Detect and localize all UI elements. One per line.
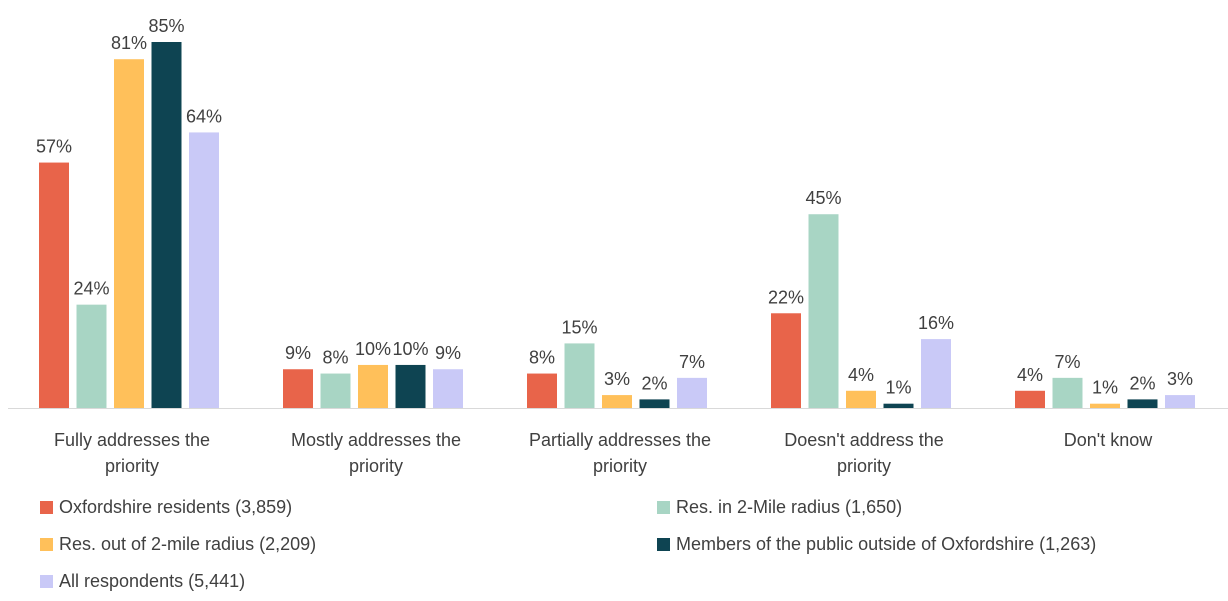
bar-value-label: 15% (561, 317, 597, 337)
legend-swatch (40, 501, 53, 514)
bar-value-label: 7% (1054, 352, 1080, 372)
bar-value-label: 57% (36, 137, 72, 157)
bar (358, 364, 388, 408)
bar (433, 369, 463, 408)
bar-value-label: 8% (529, 348, 555, 368)
bar-value-label: 16% (918, 313, 954, 333)
bar (114, 59, 144, 408)
bar (771, 313, 801, 408)
bar-value-label: 3% (1167, 369, 1193, 389)
bar (283, 369, 313, 408)
bar-value-label: 2% (1129, 373, 1155, 393)
bar (1052, 377, 1083, 408)
bar-value-label: 4% (1017, 365, 1043, 385)
bar (189, 132, 219, 408)
bar (639, 399, 670, 408)
bar-value-label: 8% (322, 348, 348, 368)
bar-value-label: 7% (679, 352, 705, 372)
bar (883, 403, 914, 408)
bar-value-label: 24% (73, 279, 109, 299)
bar-value-label: 81% (111, 33, 147, 53)
category-label: Partially addresses the priority (529, 430, 711, 476)
bar (1165, 395, 1195, 408)
category-label: Don't know (1064, 430, 1153, 450)
legend-label: All respondents (5,441) (59, 571, 245, 591)
legend-swatch (657, 538, 670, 551)
bar-value-label: 2% (641, 373, 667, 393)
bar (808, 214, 839, 408)
bar-value-label: 1% (1092, 378, 1118, 398)
bar-value-label: 85% (148, 16, 184, 36)
legend-item: All respondents (5,441) (40, 571, 245, 591)
bar-value-label: 9% (435, 343, 461, 363)
bar-value-label: 10% (355, 339, 391, 359)
bar-value-label: 22% (768, 287, 804, 307)
bar-value-label: 1% (885, 378, 911, 398)
bar-value-label: 4% (848, 365, 874, 385)
bar (39, 162, 69, 408)
legend-item: Res. in 2-Mile radius (1,650) (657, 497, 902, 517)
bar (1015, 390, 1045, 408)
legend-item: Oxfordshire residents (3,859) (40, 497, 292, 517)
bar (76, 304, 107, 408)
bar (602, 395, 632, 408)
bar (395, 364, 426, 408)
value-labels-group: 57% 24% 81%85% 64% 9% 8% 10% 10% 9% 8% 15% 3% 2% 7% 22… (36, 16, 1193, 398)
bar (921, 339, 951, 408)
legend-swatch (657, 501, 670, 514)
category-label: Mostly addresses the priority (291, 430, 461, 476)
bar (1090, 403, 1120, 408)
legend-item: Members of the public outside of Oxfords… (657, 534, 1096, 554)
legend-label: Oxfordshire residents (3,859) (59, 497, 292, 517)
bar-value-label: 45% (805, 188, 841, 208)
bar-value-label: 3% (604, 369, 630, 389)
legend-swatch (40, 575, 53, 588)
legend-label: Members of the public outside of Oxfords… (676, 534, 1096, 554)
legend-label: Res. out of 2-mile radius (2,209) (59, 534, 316, 554)
legend-label: Res. in 2-Mile radius (1,650) (676, 497, 902, 517)
legend-item: Res. out of 2-mile radius (2,209) (40, 534, 316, 554)
bar (320, 373, 351, 408)
bar-value-label: 9% (285, 343, 311, 363)
bar (1127, 399, 1158, 408)
category-label: Fully addresses the priority (54, 430, 210, 476)
bar (846, 390, 876, 408)
bar-value-label: 10% (392, 339, 428, 359)
bar (677, 377, 707, 408)
bar (564, 343, 595, 408)
bar-value-label: 64% (186, 106, 222, 126)
category-labels-group: Fully addresses the priority Mostly addres… (54, 430, 1153, 476)
bar (527, 373, 557, 408)
bars-group (39, 42, 1195, 408)
category-label: Doesn't address the priority (784, 430, 944, 476)
bar (151, 42, 182, 408)
legend-swatch (40, 538, 53, 551)
legend: Oxfordshire residents (3,859) Res. in 2-M… (40, 497, 1096, 591)
